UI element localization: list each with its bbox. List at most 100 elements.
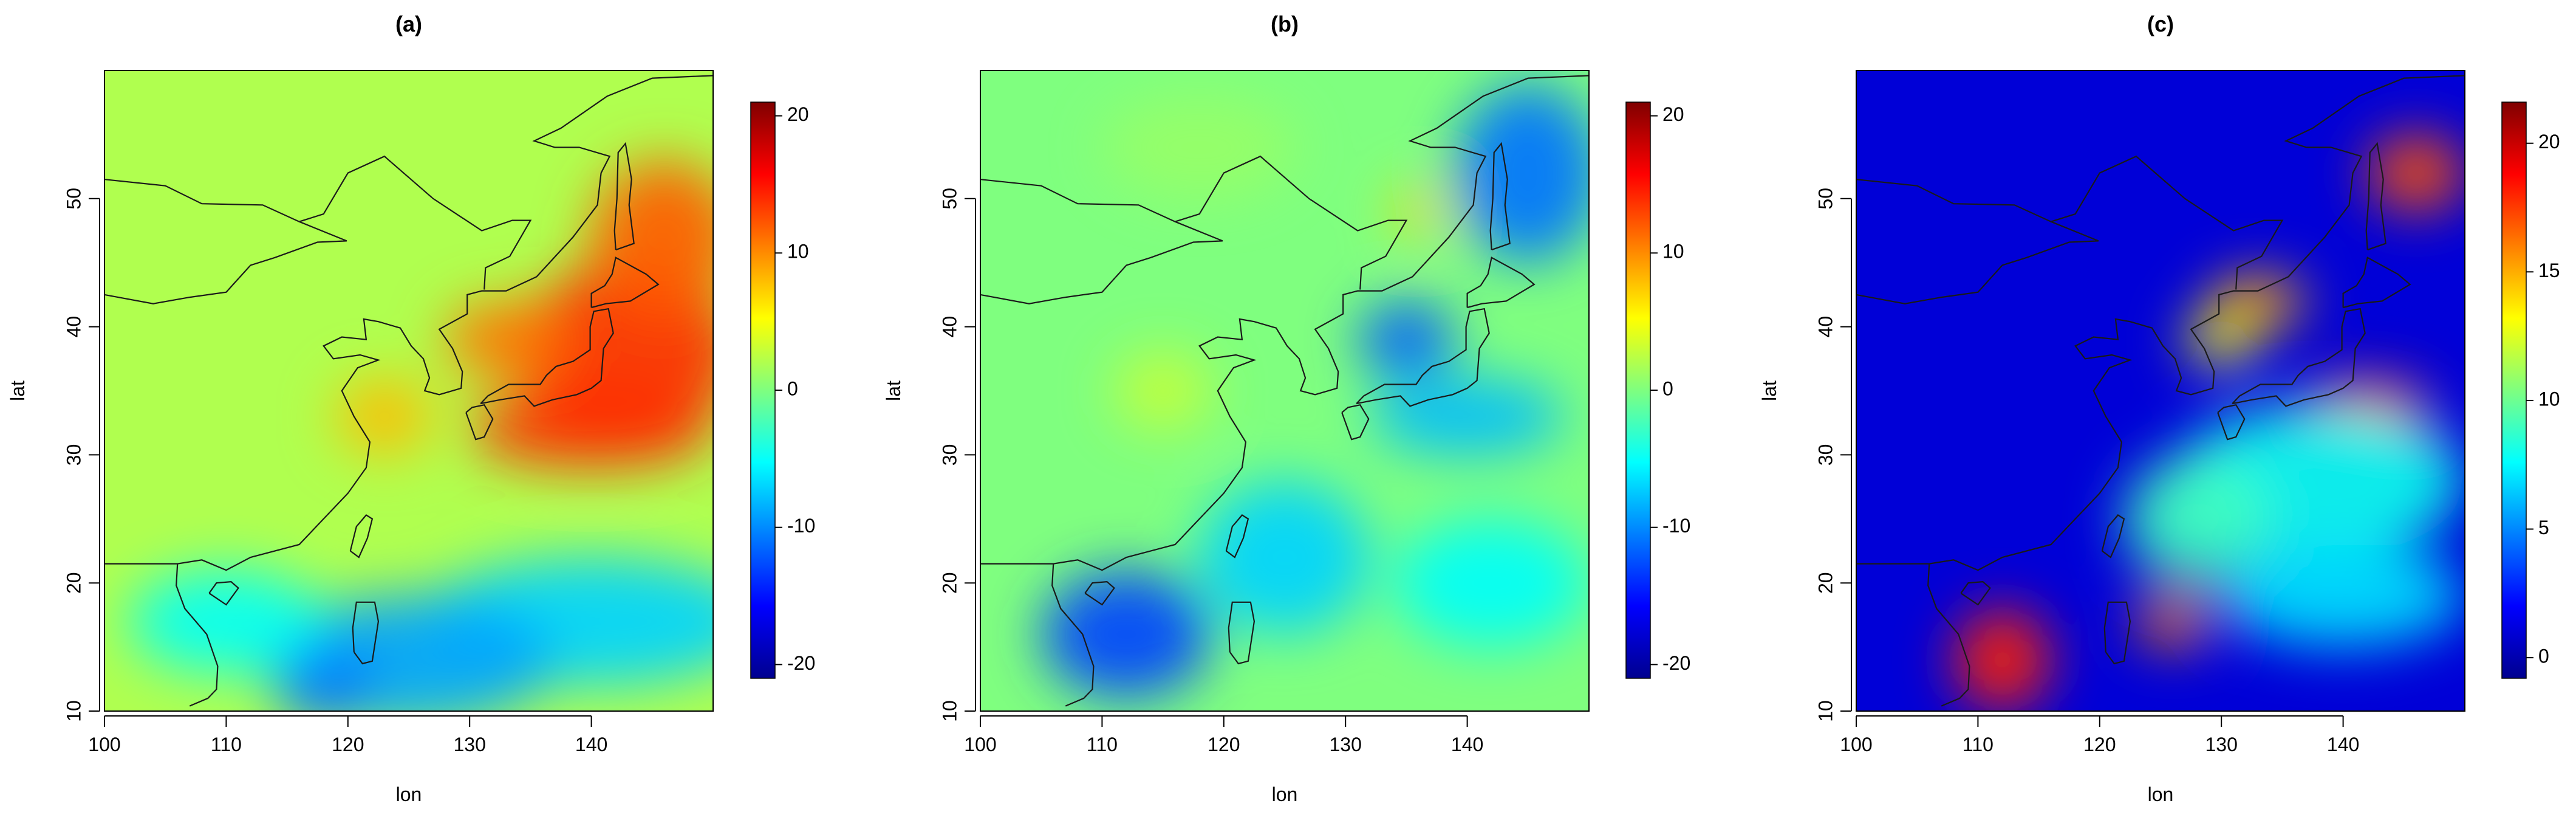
coastline: [1084, 580, 1115, 606]
heatmap: [104, 70, 713, 711]
x-tick-label: 130: [2205, 734, 2238, 755]
panel-title: (a): [395, 12, 422, 36]
colorbar-gradient: [750, 101, 776, 679]
coastline: [104, 221, 347, 304]
heatmap-region: [1041, 570, 1212, 698]
heatmap-region: [591, 160, 713, 314]
x-tick-label: 140: [1451, 734, 1483, 755]
y-axis-label: lat: [7, 380, 29, 401]
x-axis-label: lon: [2148, 783, 2174, 805]
panel-title: (c): [2147, 12, 2174, 36]
colorbar-tick-label: -10: [787, 515, 815, 537]
y-axis-label: lat: [883, 380, 904, 401]
y-tick-label: 10: [1814, 700, 1836, 722]
heatmap-region: [1370, 377, 1565, 455]
y-axis: 10 20 30 40 50 lat: [7, 188, 100, 722]
colorbar-tick-label: -10: [1662, 515, 1690, 537]
y-axis: 10 20 30 40 50 lat: [883, 188, 976, 722]
coastline: [1228, 601, 1256, 665]
y-tick-label: 50: [938, 188, 960, 210]
colorbar-tick-label: 5: [2538, 517, 2549, 538]
coastlines: [1856, 75, 2465, 707]
coastline: [2342, 256, 2411, 309]
y-tick-label: 40: [938, 316, 960, 338]
coastline: [590, 256, 660, 309]
coastline: [2217, 404, 2246, 441]
coastline: [1225, 514, 1249, 559]
panel-0: (a)100 110 120 130 140lon1020304050lat-20-10…: [7, 12, 815, 805]
heatmap-region: [1358, 301, 1455, 378]
heatmap-region: [1102, 96, 1297, 199]
coastline: [1927, 563, 1970, 707]
coastline: [1960, 580, 1991, 606]
heatmap-region: [1455, 83, 1589, 263]
colorbar-tick-label: 10: [1662, 241, 1684, 263]
heatmap: [1856, 70, 2465, 711]
colorbar-tick-label: 10: [787, 241, 809, 263]
colorbar: -20 -10 0 10 20: [750, 101, 815, 679]
heatmap-region: [2185, 314, 2258, 365]
heatmap-region: [129, 570, 324, 673]
heatmap-region: [1199, 480, 1370, 634]
coastline: [613, 142, 635, 251]
plot-frame: [104, 70, 714, 712]
coastline: [208, 580, 239, 606]
colorbar-gradient: [2501, 101, 2527, 679]
x-tick-label: 120: [332, 734, 364, 755]
y-axis-label: lat: [1758, 380, 1780, 401]
y-tick-label: 20: [1814, 572, 1836, 594]
y-tick-label: 30: [1814, 444, 1836, 466]
heatmap-region: [445, 301, 567, 378]
x-tick-label: 100: [88, 734, 120, 755]
colorbar-tick-label: 20: [2538, 131, 2560, 153]
x-tick-label: 110: [211, 734, 242, 755]
y-tick-label: 10: [63, 700, 84, 722]
colorbar-tick-label: -20: [1662, 652, 1690, 674]
x-axis-label: lon: [396, 783, 422, 805]
colorbar-tick-label: 10: [2538, 388, 2560, 410]
heatmap-region: [1953, 608, 2051, 711]
coastline: [1466, 256, 1536, 309]
heatmap-region: [1114, 352, 1212, 430]
x-tick-label: 130: [1330, 734, 1362, 755]
y-tick-label: 20: [63, 572, 84, 594]
coastline: [2101, 514, 2125, 559]
colorbar-tick-label: 20: [787, 103, 809, 125]
coastline: [980, 221, 1223, 304]
x-tick-label: 130: [454, 734, 486, 755]
heatmap-region: [1394, 185, 1443, 238]
coastline: [1356, 308, 1490, 407]
coastline: [980, 75, 1589, 571]
coastline: [480, 308, 614, 407]
y-tick-label: 40: [1814, 316, 1836, 338]
y-tick-label: 10: [938, 700, 960, 722]
panel-1: (b)100 110 120 130 140lon1020304050lat-20-10…: [883, 12, 1690, 805]
plot-frame: [1856, 70, 2465, 712]
coastlines: [104, 75, 713, 707]
heatmap-region: [335, 377, 434, 455]
heatmap-region: [1394, 518, 1589, 647]
x-axis: 100 110 120 130 140 lon: [1840, 715, 2359, 805]
coastline: [2365, 142, 2386, 251]
coastline: [980, 155, 1408, 290]
coastlines: [980, 75, 1589, 707]
y-tick-label: 50: [1814, 188, 1836, 210]
y-tick-label: 20: [938, 572, 960, 594]
coastline: [2232, 308, 2366, 407]
colorbar-tick-label: 20: [1662, 103, 1684, 125]
panel-2: (c) 100 110 120 130 140 lon 10 20 30 40 50 lat 0 5 10 15…: [1758, 12, 2560, 805]
coastline: [465, 404, 494, 441]
x-tick-label: 140: [2327, 734, 2359, 755]
coastline: [1856, 75, 2465, 571]
y-tick-label: 30: [938, 444, 960, 466]
x-tick-label: 110: [1963, 734, 1993, 755]
y-tick-label: 30: [63, 444, 84, 466]
coastline: [1489, 142, 1511, 251]
coastline: [1051, 563, 1095, 707]
x-tick-label: 120: [1208, 734, 1240, 755]
heatmap-region: [2136, 596, 2210, 647]
heatmap-region: [2209, 275, 2307, 327]
coastline: [349, 514, 374, 559]
y-tick-label: 50: [63, 188, 84, 210]
